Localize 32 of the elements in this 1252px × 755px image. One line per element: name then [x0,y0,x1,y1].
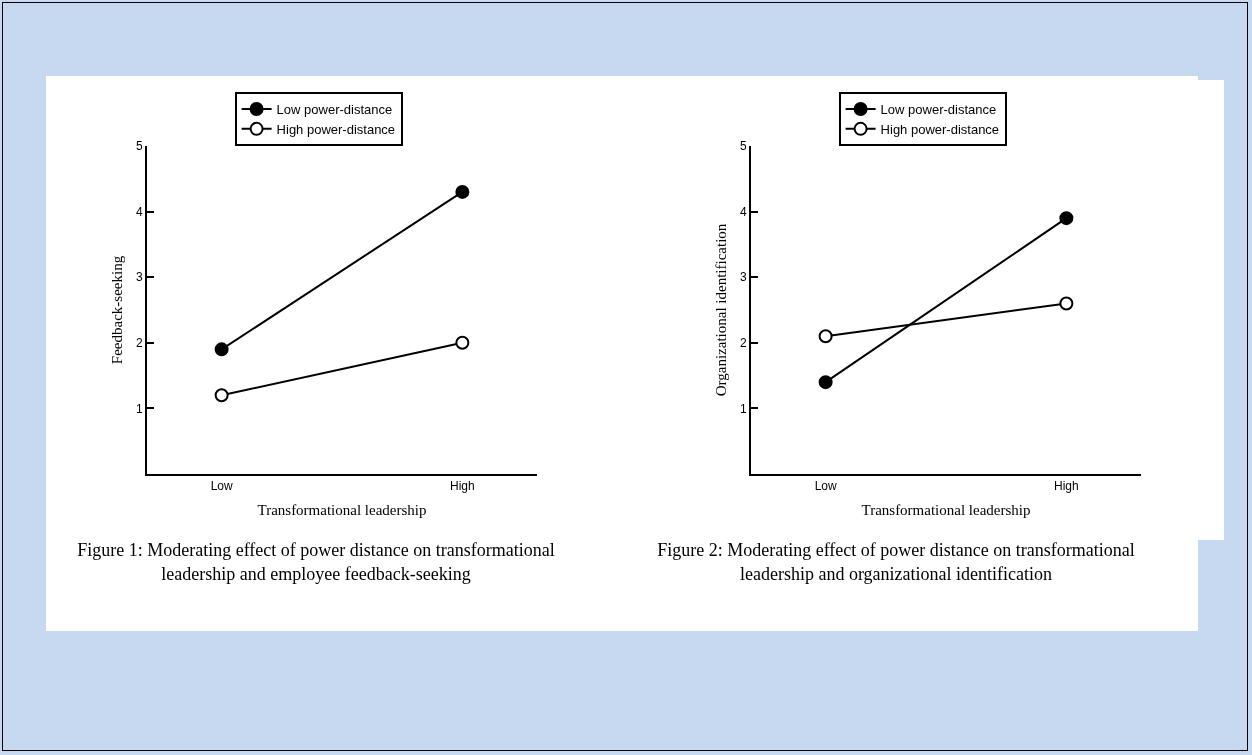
legend-label: Low power-distance [276,102,393,118]
point [818,329,833,344]
x-tick-label: High [1054,479,1079,494]
y-tick-label: 5 [135,139,143,154]
y-axis-title: Feedback-seeking [108,255,125,365]
legend-label: High power-distance [880,121,1000,137]
y-tick-label: 3 [739,270,747,285]
point [818,375,833,390]
legend-label: Low power-distance [880,102,997,118]
legend-label: High power-distance [276,121,396,137]
y-tick-label: 4 [135,204,143,219]
y-tick-label: 1 [739,401,747,416]
point [214,342,229,357]
caption: Figure 1: Moderating effect of power distance on transformational leadership and employee feedback-seeking [76,539,556,586]
x-axis-title: Transformational leadership [861,501,1031,518]
y-tick-label: 4 [739,204,747,219]
x-tick-label: High [450,479,475,494]
x-tick-label: Low [814,479,837,494]
x-axis-title: Transformational leadership [257,501,427,518]
y-tick-label: 2 [739,336,747,350]
y-tick-label: 1 [135,401,143,416]
point [214,388,229,403]
y-tick-label: 5 [739,139,747,154]
y-tick-label: 2 [135,336,143,350]
x-tick-label: Low [210,479,233,494]
point [455,184,470,199]
point [1059,296,1074,311]
point [455,335,470,350]
point [1059,211,1074,226]
y-tick-label: 3 [135,270,143,285]
y-axis-title: Organizational identification [712,223,729,397]
caption: Figure 2: Moderating effect of power distance on transformational leadership and organizational identification [656,539,1136,586]
